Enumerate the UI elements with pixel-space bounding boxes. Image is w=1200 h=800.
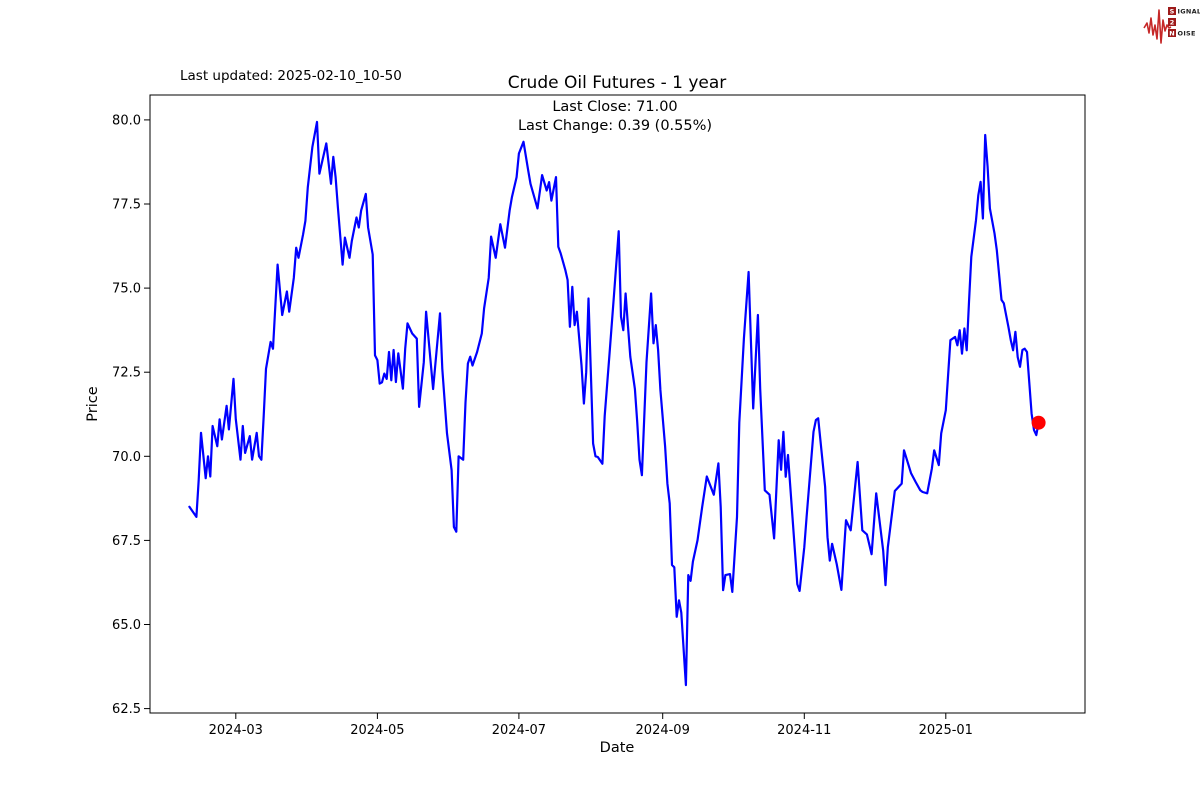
last-updated-label: Last updated: 2025-02-10_10-50 — [180, 68, 402, 84]
logo-box-n — [1168, 29, 1176, 37]
y-tick-label: 62.5 — [112, 702, 141, 717]
y-axis-ticks: 62.5 65.0 67.5 70.0 72.5 75.0 77.5 80.0 — [112, 113, 150, 717]
x-tick-label: 2024-05 — [350, 723, 404, 738]
y-tick-label: 67.5 — [112, 534, 141, 549]
y-tick-label: 77.5 — [112, 198, 141, 213]
logo-text-oise: OISE — [1178, 30, 1196, 38]
y-axis-label: Price — [85, 386, 101, 421]
x-axis-label: Date — [600, 740, 635, 756]
logo-box-s — [1168, 7, 1176, 15]
logo-text-ignal: IGNAL — [1178, 8, 1200, 16]
chart-title: Crude Oil Futures - 1 year — [508, 73, 727, 93]
plot-area-border — [149, 94, 1086, 714]
y-tick-label: 72.5 — [112, 366, 141, 381]
y-tick-label: 80.0 — [112, 113, 141, 128]
x-tick-label: 2024-09 — [636, 723, 690, 738]
annotation-last-change: Last Change: 0.39 (0.55%) — [518, 118, 712, 134]
logo-signal2noise: S 2 N IGNAL OISE — [1143, 7, 1200, 44]
logo-letter-n: N — [1169, 30, 1174, 38]
x-tick-label: 2024-11 — [777, 723, 831, 738]
last-price-marker — [1031, 415, 1046, 430]
logo-letter-2: 2 — [1170, 19, 1175, 27]
price-line — [188, 120, 1040, 687]
y-tick-label: 70.0 — [112, 450, 141, 465]
annotation-last-close: Last Close: 71.00 — [552, 99, 677, 115]
x-axis-ticks: 2024-03 2024-05 2024-07 2024-09 2024-11 2025-… — [209, 713, 973, 738]
y-tick-label: 65.0 — [112, 618, 141, 633]
x-tick-label: 2024-03 — [209, 723, 263, 738]
logo-letter-s: S — [1170, 8, 1175, 16]
x-tick-label: 2025-01 — [919, 723, 973, 738]
logo-waveform-icon — [1143, 9, 1172, 44]
y-tick-label: 75.0 — [112, 282, 141, 297]
logo-box-2 — [1168, 18, 1176, 26]
x-tick-label: 2024-07 — [492, 723, 546, 738]
